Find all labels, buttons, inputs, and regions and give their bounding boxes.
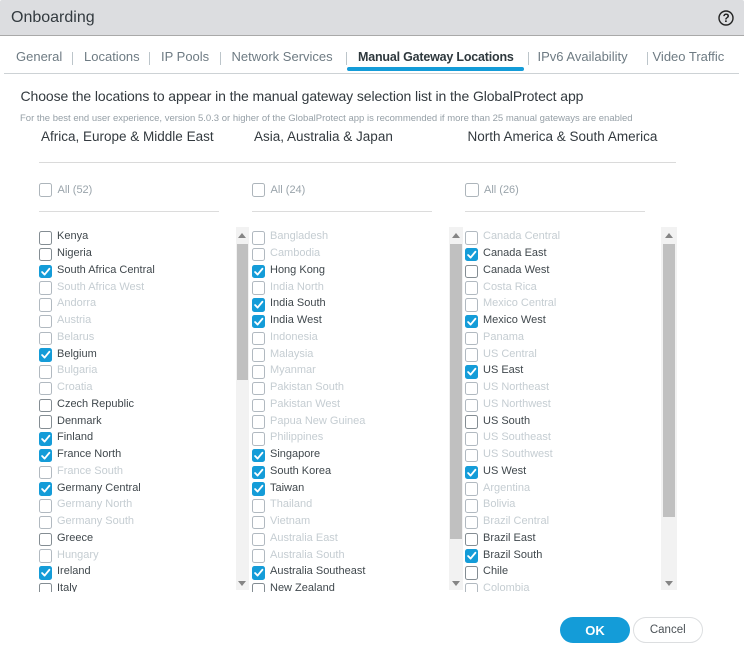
svg-text:?: ? bbox=[723, 13, 730, 25]
